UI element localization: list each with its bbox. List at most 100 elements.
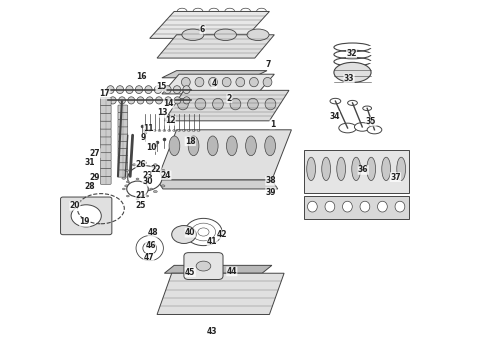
Text: 44: 44: [226, 267, 237, 276]
Ellipse shape: [363, 106, 371, 111]
Polygon shape: [157, 273, 284, 315]
FancyBboxPatch shape: [118, 120, 128, 127]
Ellipse shape: [343, 201, 352, 212]
FancyBboxPatch shape: [100, 105, 111, 113]
Ellipse shape: [236, 77, 245, 87]
FancyBboxPatch shape: [100, 153, 111, 161]
Ellipse shape: [153, 164, 157, 166]
Ellipse shape: [352, 157, 361, 180]
Ellipse shape: [195, 77, 204, 87]
FancyBboxPatch shape: [61, 197, 112, 235]
Text: 37: 37: [390, 173, 401, 182]
Text: 46: 46: [146, 241, 156, 250]
FancyBboxPatch shape: [118, 112, 128, 120]
Text: 45: 45: [185, 268, 196, 277]
Ellipse shape: [367, 157, 375, 180]
Ellipse shape: [161, 185, 165, 187]
Ellipse shape: [182, 130, 185, 131]
Text: 16: 16: [137, 72, 147, 81]
Ellipse shape: [122, 177, 126, 179]
Ellipse shape: [230, 98, 241, 110]
Text: 15: 15: [156, 82, 166, 91]
Ellipse shape: [143, 193, 147, 195]
Ellipse shape: [169, 136, 180, 156]
Text: 47: 47: [144, 253, 154, 262]
Ellipse shape: [377, 201, 387, 212]
Text: 36: 36: [358, 166, 368, 175]
Ellipse shape: [161, 170, 165, 172]
Ellipse shape: [308, 201, 317, 212]
Ellipse shape: [137, 97, 144, 104]
Ellipse shape: [174, 97, 181, 104]
Ellipse shape: [116, 86, 123, 94]
Ellipse shape: [188, 136, 199, 156]
Ellipse shape: [325, 201, 335, 212]
Ellipse shape: [183, 97, 190, 104]
Ellipse shape: [132, 190, 136, 193]
Ellipse shape: [119, 97, 125, 104]
Text: 43: 43: [206, 327, 217, 336]
Ellipse shape: [395, 201, 405, 212]
Text: 41: 41: [207, 237, 218, 246]
Text: 29: 29: [89, 173, 100, 182]
Text: 30: 30: [142, 177, 152, 186]
FancyBboxPatch shape: [118, 134, 128, 141]
Polygon shape: [157, 180, 278, 189]
Text: 32: 32: [346, 49, 357, 58]
Text: 4: 4: [212, 80, 217, 89]
Ellipse shape: [249, 77, 258, 87]
Ellipse shape: [334, 62, 371, 82]
Text: 40: 40: [185, 228, 196, 237]
Ellipse shape: [146, 181, 148, 183]
Ellipse shape: [177, 130, 180, 131]
Ellipse shape: [263, 77, 272, 87]
Polygon shape: [157, 130, 292, 180]
Text: 28: 28: [84, 182, 95, 191]
Text: 14: 14: [164, 99, 174, 108]
Ellipse shape: [322, 157, 331, 180]
Ellipse shape: [136, 178, 139, 180]
Ellipse shape: [124, 170, 128, 172]
Polygon shape: [164, 90, 289, 121]
FancyBboxPatch shape: [118, 127, 128, 134]
Ellipse shape: [247, 98, 258, 110]
Text: 26: 26: [136, 160, 146, 169]
Ellipse shape: [226, 136, 237, 156]
Ellipse shape: [126, 181, 129, 183]
Ellipse shape: [247, 29, 269, 41]
Ellipse shape: [128, 166, 162, 191]
Ellipse shape: [126, 195, 129, 197]
Text: 13: 13: [157, 108, 167, 117]
Ellipse shape: [122, 188, 125, 190]
Ellipse shape: [124, 185, 128, 187]
Ellipse shape: [213, 98, 223, 110]
FancyBboxPatch shape: [100, 121, 111, 129]
Ellipse shape: [132, 164, 136, 166]
Ellipse shape: [144, 130, 147, 131]
Text: 24: 24: [161, 171, 171, 180]
Ellipse shape: [172, 226, 196, 243]
Ellipse shape: [192, 130, 195, 131]
FancyBboxPatch shape: [100, 129, 111, 137]
Ellipse shape: [382, 157, 391, 180]
FancyBboxPatch shape: [118, 148, 128, 156]
Text: 25: 25: [136, 201, 146, 210]
Ellipse shape: [148, 130, 151, 131]
Ellipse shape: [197, 130, 200, 131]
Ellipse shape: [153, 130, 156, 131]
Ellipse shape: [145, 86, 152, 94]
Text: 38: 38: [266, 176, 276, 185]
Text: 18: 18: [185, 137, 196, 146]
Ellipse shape: [339, 123, 356, 133]
Ellipse shape: [177, 98, 188, 110]
FancyBboxPatch shape: [100, 113, 111, 121]
Text: 12: 12: [165, 116, 175, 125]
Ellipse shape: [330, 98, 341, 104]
Polygon shape: [162, 71, 267, 78]
Polygon shape: [157, 35, 274, 58]
Text: 33: 33: [344, 74, 354, 83]
Text: 1: 1: [270, 120, 275, 129]
Ellipse shape: [397, 157, 406, 180]
Text: 11: 11: [144, 124, 154, 133]
Ellipse shape: [153, 190, 157, 193]
